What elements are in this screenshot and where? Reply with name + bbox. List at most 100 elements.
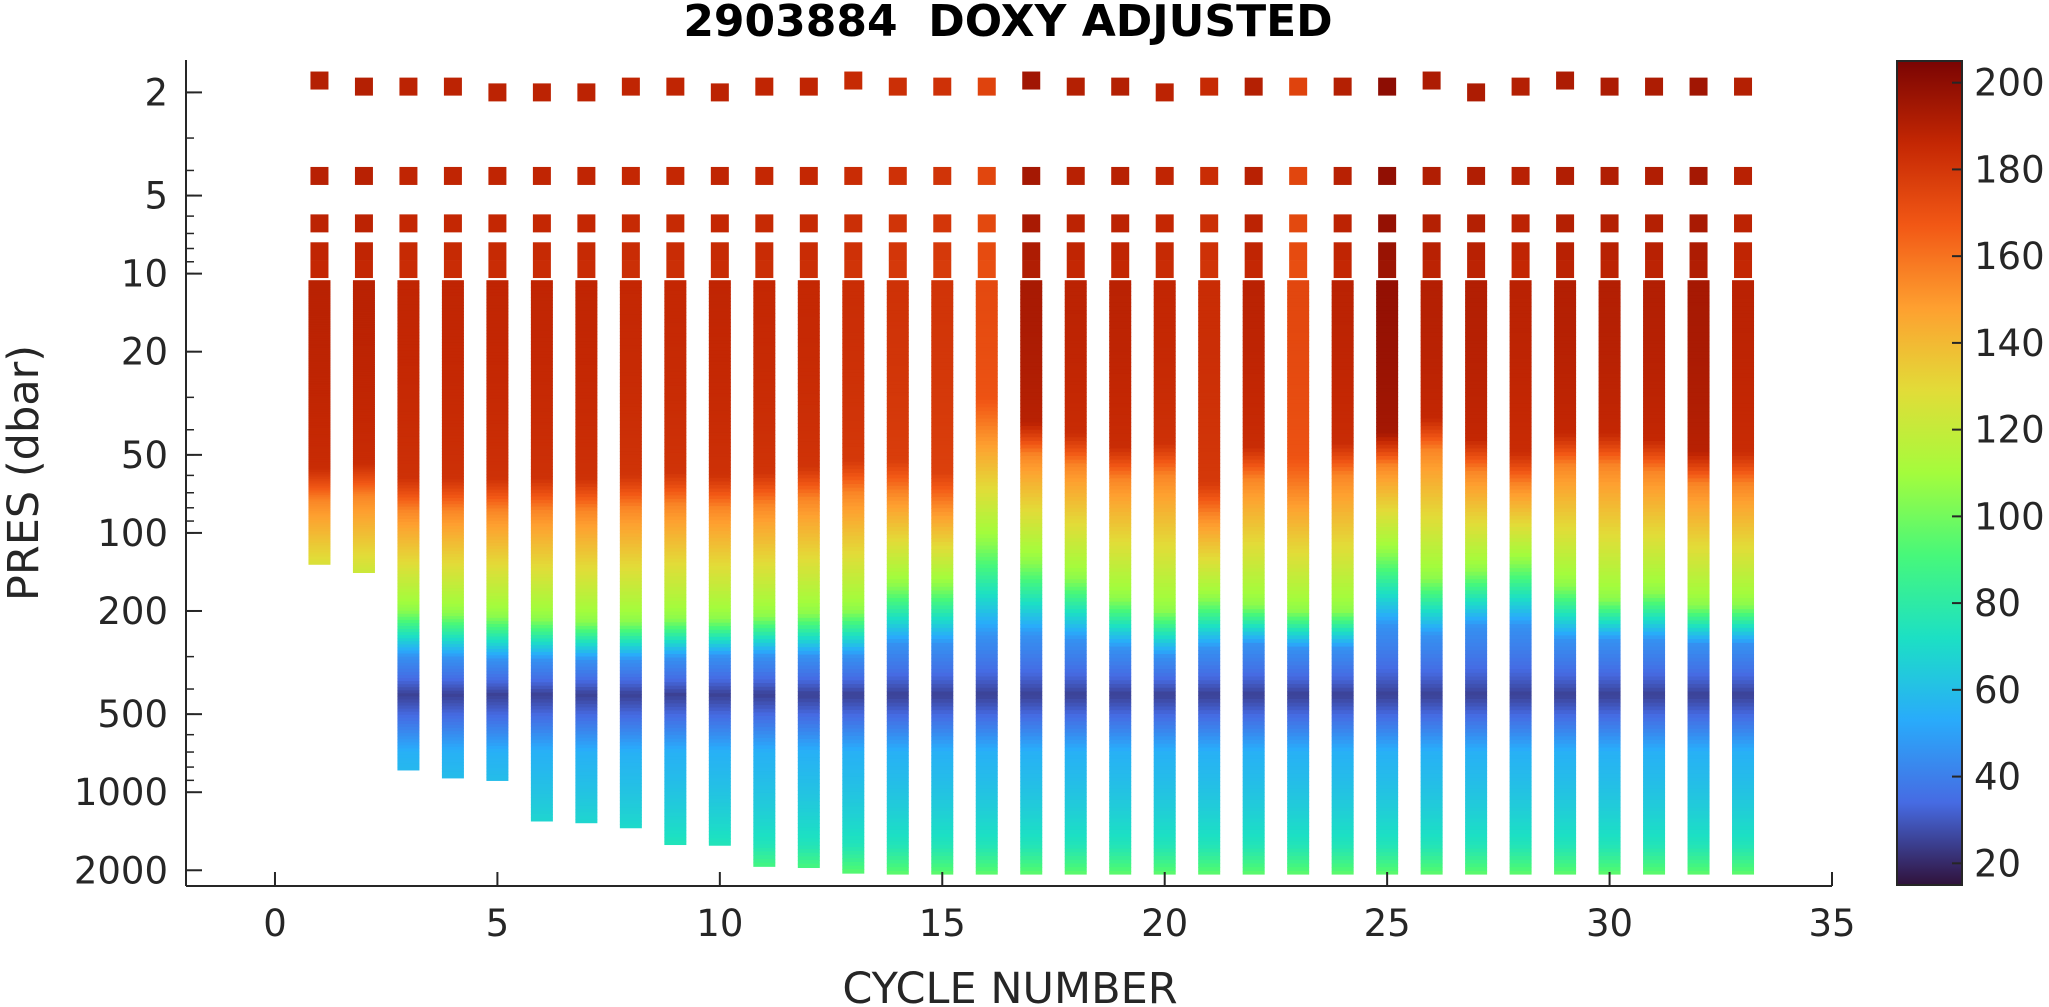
profile-cell xyxy=(1420,500,1443,506)
profile-cell xyxy=(975,732,998,737)
profile-column xyxy=(575,83,598,824)
profile-cell xyxy=(842,724,865,730)
profile-cell xyxy=(486,455,509,459)
profile-cell xyxy=(1020,799,1043,805)
profile-cell xyxy=(1554,433,1577,438)
profile-cell xyxy=(1598,508,1621,513)
profile-cell xyxy=(1153,541,1176,547)
profile-cell xyxy=(1020,422,1043,427)
profile-cell xyxy=(842,587,865,593)
profile-cell xyxy=(931,482,954,487)
profile-cell xyxy=(797,518,820,524)
profile-cell xyxy=(1242,306,1265,311)
profile-cell xyxy=(1509,452,1532,457)
profile-cell xyxy=(619,659,642,665)
profile-cell xyxy=(1554,683,1577,689)
profile-cell xyxy=(1465,571,1488,577)
profile-cell xyxy=(931,683,954,689)
profile-cell xyxy=(1509,799,1532,805)
profile-cell xyxy=(931,781,954,786)
profile-cell xyxy=(441,575,464,580)
profile-cell xyxy=(797,797,820,802)
profile-cell xyxy=(486,433,509,438)
profile-cell xyxy=(1064,710,1087,715)
profile-column xyxy=(397,77,420,771)
profile-cell xyxy=(1598,392,1621,397)
profile-cell xyxy=(1287,728,1310,734)
profile-cell xyxy=(1198,713,1221,719)
profile-cell xyxy=(1020,493,1043,498)
profile-cell xyxy=(397,445,420,450)
profile-cell xyxy=(1509,814,1532,820)
near-surface-sample xyxy=(443,242,462,261)
profile-cell xyxy=(1153,373,1176,379)
profile-cell xyxy=(753,302,776,307)
profile-cell xyxy=(1198,403,1221,408)
profile-cell xyxy=(1509,429,1532,435)
profile-cell xyxy=(708,725,731,730)
surface-sample xyxy=(977,77,996,96)
profile-cell xyxy=(1554,762,1577,767)
profile-cell xyxy=(441,354,464,359)
profile-cell xyxy=(1020,478,1043,483)
profile-cell xyxy=(530,334,553,339)
profile-cell xyxy=(1465,669,1488,674)
profile-cell xyxy=(1598,796,1621,801)
profile-cell xyxy=(1420,646,1443,651)
profile-cell xyxy=(1554,538,1577,543)
profile-cell xyxy=(886,605,909,610)
profile-cell xyxy=(753,785,776,790)
profile-cell xyxy=(575,497,598,502)
profile-cell xyxy=(1331,620,1354,625)
profile-cell xyxy=(1598,478,1621,483)
profile-cell xyxy=(931,526,954,532)
profile-cell xyxy=(1064,594,1087,599)
profile-cell xyxy=(1198,702,1221,708)
profile-cell xyxy=(308,530,331,533)
profile-cell xyxy=(441,522,464,527)
profile-cell xyxy=(486,495,509,500)
profile-cell xyxy=(664,717,687,722)
profile-cell xyxy=(1198,683,1221,689)
profile-cell xyxy=(708,555,731,560)
profile-cell xyxy=(753,792,776,798)
profile-cell xyxy=(1331,283,1354,289)
profile-cell xyxy=(975,841,998,846)
profile-cell xyxy=(619,673,642,678)
profile-cell xyxy=(753,551,776,556)
profile-cell xyxy=(441,491,464,496)
profile-cell xyxy=(1064,758,1087,764)
profile-cell xyxy=(1331,631,1354,636)
profile-cell xyxy=(441,675,464,679)
profile-cell xyxy=(397,656,420,661)
profile-cell xyxy=(397,708,420,713)
profile-cell xyxy=(619,304,642,309)
profile-cell xyxy=(530,310,553,315)
profile-cell xyxy=(1153,583,1176,588)
profile-cell xyxy=(1509,818,1532,823)
profile-cell xyxy=(664,280,687,285)
profile-cell xyxy=(708,597,731,603)
profile-cell xyxy=(1020,440,1043,446)
profile-cell xyxy=(441,678,464,682)
profile-cell xyxy=(1287,601,1310,607)
profile-cell xyxy=(975,508,998,513)
profile-cell xyxy=(931,325,954,330)
near-surface-sample xyxy=(443,260,462,279)
profile-cell xyxy=(619,434,642,439)
profile-cell xyxy=(1643,298,1666,304)
profile-cell xyxy=(1376,392,1399,397)
profile-cell xyxy=(1242,803,1265,808)
profile-cell xyxy=(1198,814,1221,820)
profile-cell xyxy=(1020,392,1043,397)
profile-cell xyxy=(753,360,776,366)
profile-cell xyxy=(575,537,598,542)
profile-cell xyxy=(842,546,865,552)
profile-cell xyxy=(530,756,553,761)
profile-cell xyxy=(1109,511,1132,517)
profile-cell xyxy=(931,642,954,648)
profile-cell xyxy=(308,365,331,368)
profile-cell xyxy=(1376,639,1399,644)
profile-cell xyxy=(975,526,998,532)
profile-cell xyxy=(842,476,865,481)
